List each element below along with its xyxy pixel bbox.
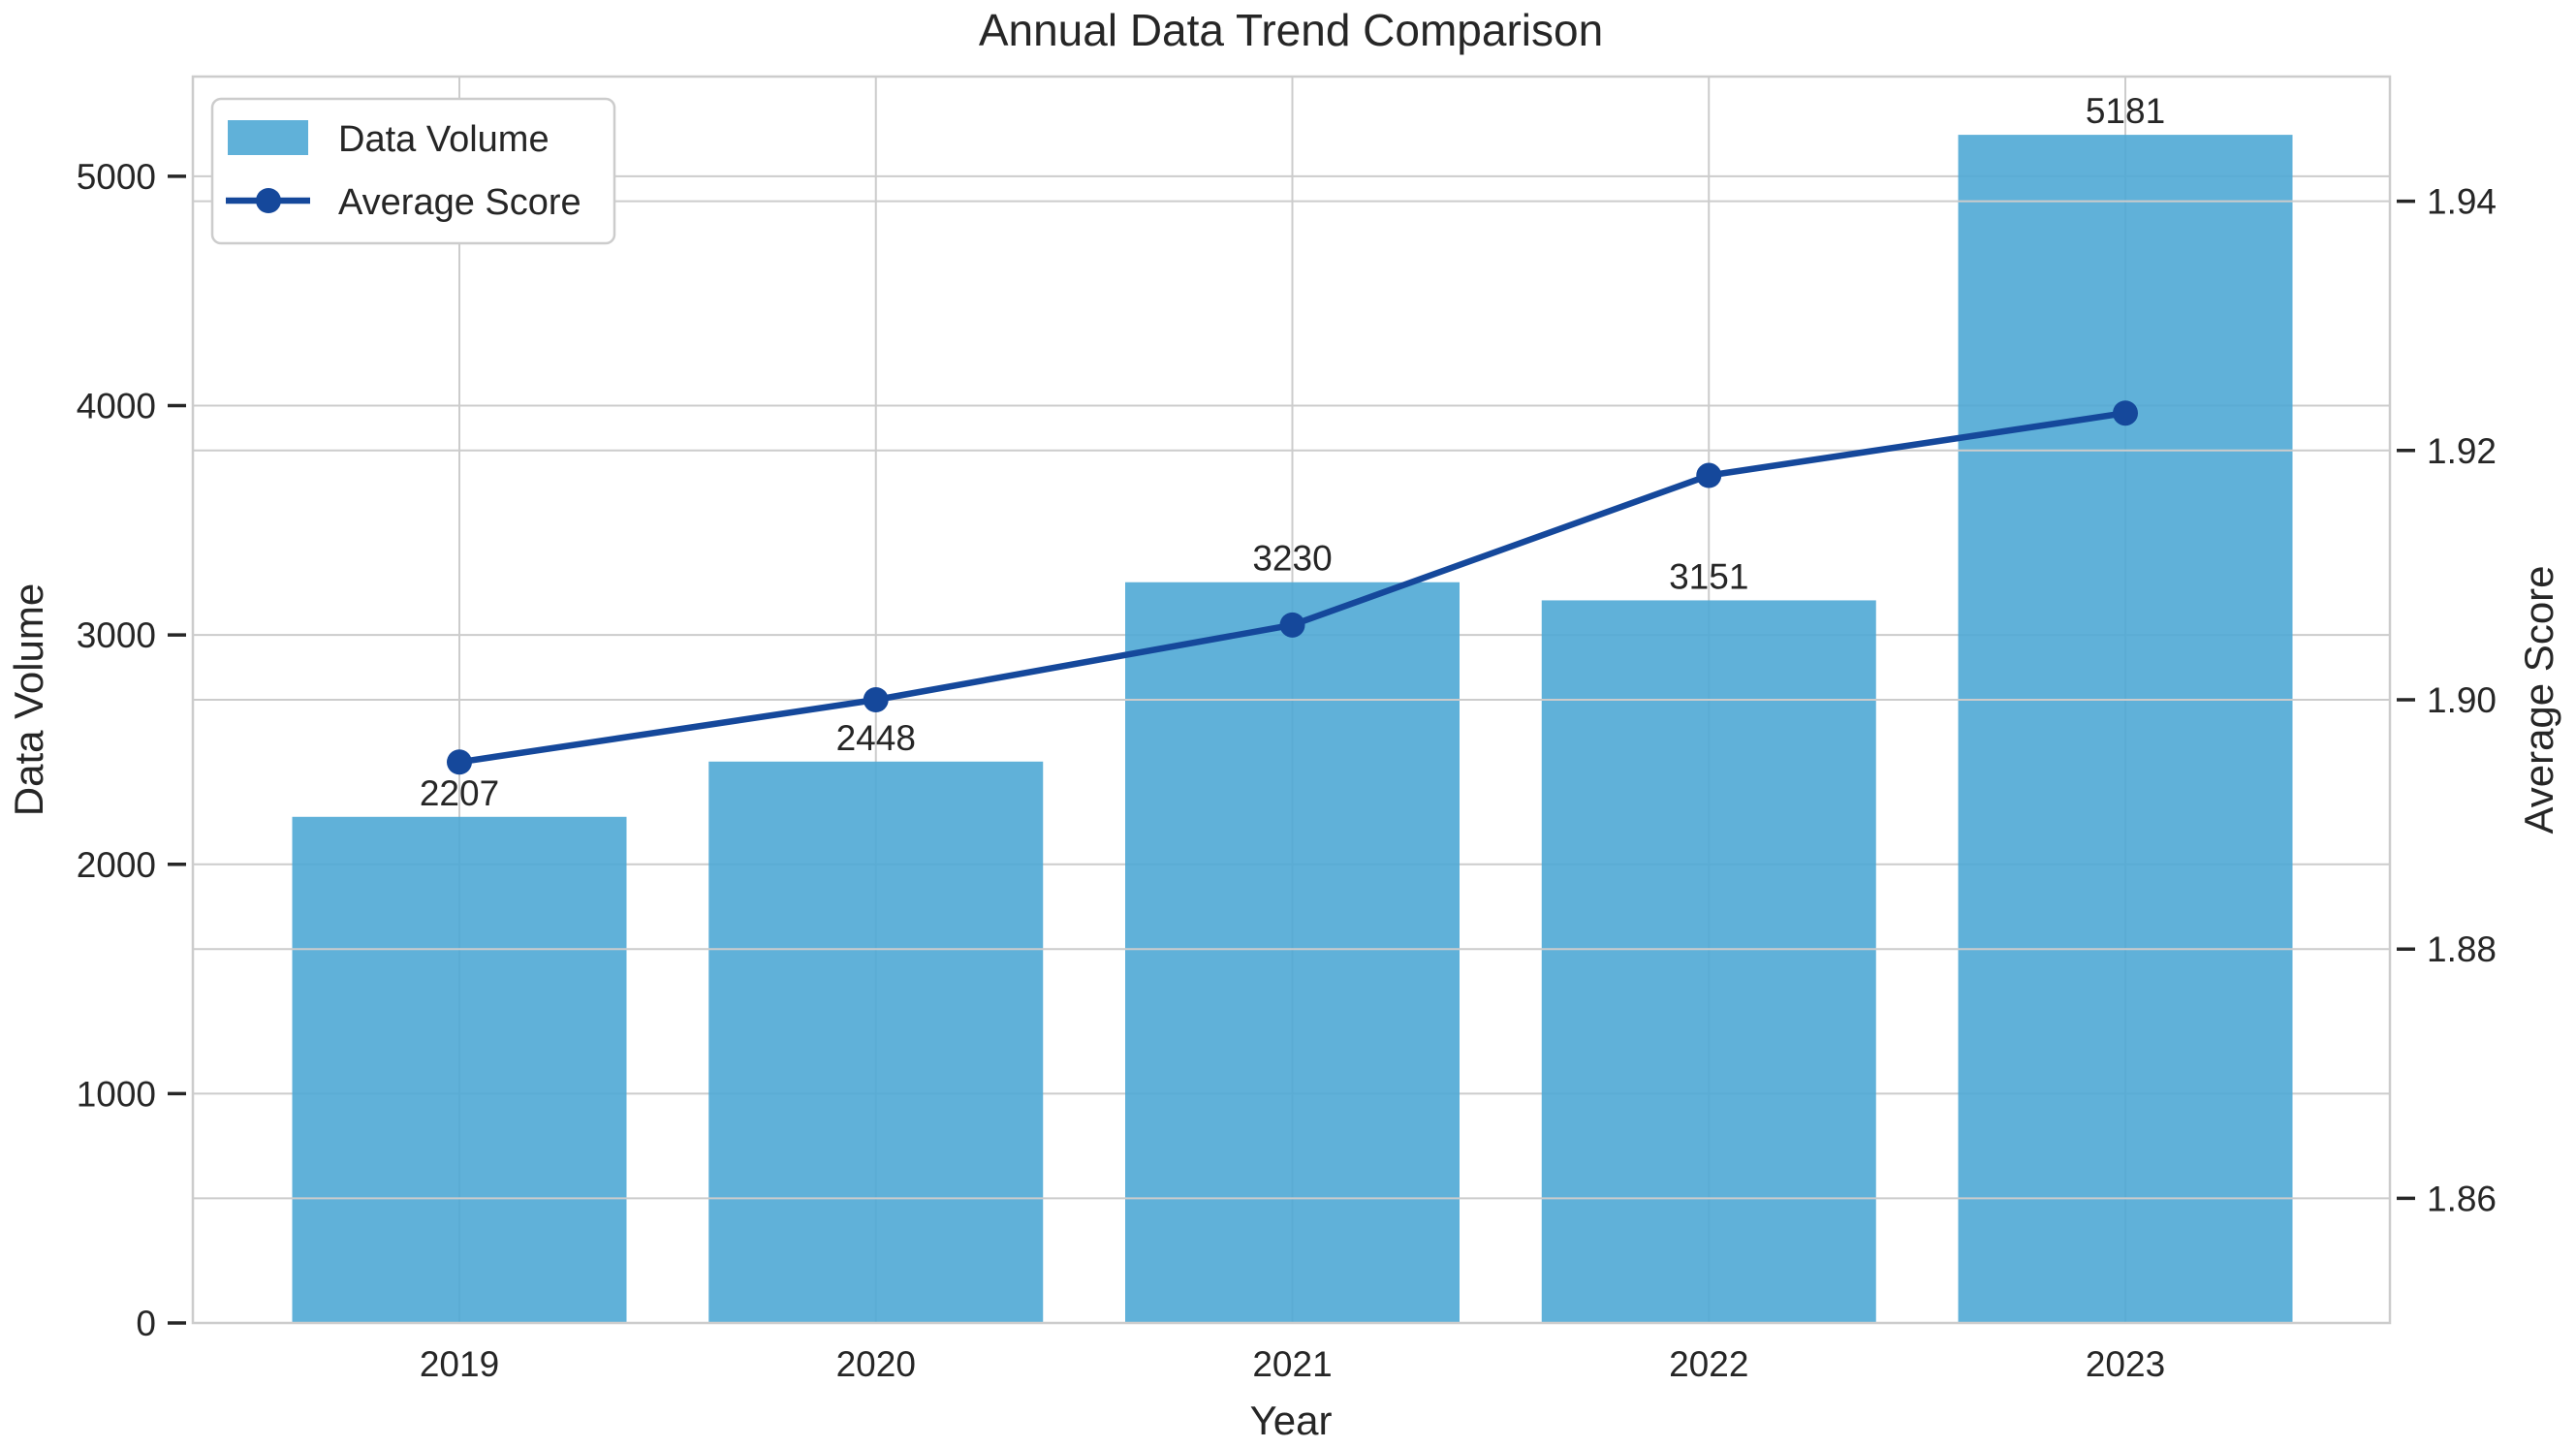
x-tick-label-2019: 2019: [420, 1344, 499, 1384]
bar-value-label-2023: 5181: [2086, 91, 2165, 131]
left-tick-label-5000: 5000: [77, 157, 156, 197]
line-marker-2020: [863, 687, 889, 712]
right-tick-label-1.86: 1.86: [2427, 1179, 2497, 1218]
x-axis-label: Year: [1250, 1398, 1333, 1443]
line-series: [447, 400, 2138, 775]
bar-value-label-2021: 3230: [1252, 539, 1332, 579]
left-tick-label-1000: 1000: [77, 1074, 156, 1114]
right-tick-label-1.9: 1.90: [2427, 680, 2497, 720]
bar-value-label-2019: 2207: [420, 773, 499, 813]
x-tick-label-2023: 2023: [2086, 1344, 2165, 1384]
line-marker-2021: [1279, 612, 1305, 638]
chart-title: Annual Data Trend Comparison: [979, 5, 1603, 55]
bar-2019: [292, 816, 627, 1323]
bar-value-label-2022: 3151: [1669, 556, 1748, 596]
bar-value-labels: 2207 2448 3230 3151 5181: [420, 91, 2165, 813]
bar-2022: [1541, 600, 1876, 1323]
line-marker-2022: [1696, 462, 1722, 488]
legend-box: [210, 97, 616, 245]
left-tick-label-3000: 3000: [77, 615, 156, 655]
bar-2021: [1125, 582, 1460, 1323]
right-tick-label-1.88: 1.88: [2427, 929, 2497, 969]
legend: Data Volume Average Score: [210, 97, 616, 245]
x-tick-label-2022: 2022: [1669, 1344, 1748, 1384]
bar-2023: [1958, 135, 2293, 1323]
legend-label-data-volume: Data Volume: [338, 119, 550, 160]
line-marker-2023: [2113, 400, 2138, 426]
legend-label-average-score: Average Score: [338, 182, 581, 223]
x-tick-label-2021: 2021: [1252, 1344, 1332, 1384]
bar-series: [292, 135, 2293, 1323]
left-axis-label: Data Volume: [6, 583, 51, 816]
plot-border: [191, 75, 2392, 1325]
bar-2020: [708, 761, 1044, 1323]
line-marker-2019: [447, 749, 472, 775]
legend-line-marker: [256, 188, 281, 213]
right-axis-label: Average Score: [2516, 565, 2561, 834]
left-tick-label-2000: 2000: [77, 845, 156, 885]
bar-value-label-2020: 2448: [836, 718, 916, 758]
legend-bar-swatch: [228, 120, 308, 155]
x-tick-label-2020: 2020: [836, 1344, 916, 1384]
right-tick-label-1.94: 1.94: [2427, 182, 2497, 222]
left-tick-label-4000: 4000: [77, 387, 156, 426]
axis-ticks: [168, 174, 2415, 1325]
axis-tick-labels: 0 1000 2000 3000 4000 5000 1.86 1.88 1.90 1.92 1.9…: [77, 157, 2497, 1384]
right-tick-label-1.92: 1.92: [2427, 431, 2497, 471]
left-tick-label-0: 0: [136, 1304, 156, 1343]
